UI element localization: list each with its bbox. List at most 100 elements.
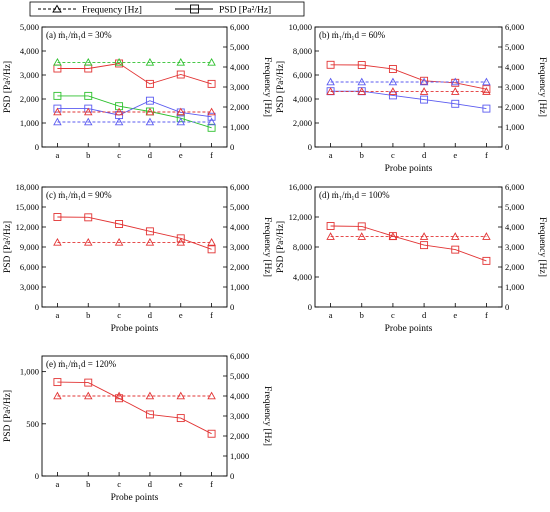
panel-title: (a) ṁ₁/ṁ₁d = 30%	[46, 30, 112, 40]
y2-axis-label: Frequency [Hz]	[262, 217, 272, 277]
x-tick-label: e	[179, 479, 183, 489]
y-tick-label: 1,000	[20, 118, 39, 128]
y2-tick-label: 4,000	[230, 391, 249, 401]
psd-point-marker	[357, 222, 366, 231]
x-tick-label: d	[422, 150, 427, 160]
psd-point-marker	[420, 95, 429, 104]
frequency-point-marker	[450, 77, 460, 86]
psd-point-marker	[420, 241, 429, 250]
y2-tick-label: 4,000	[505, 222, 524, 232]
psd-point-marker	[145, 227, 154, 236]
panel-title: (e) ṁ₁/ṁ₁d = 120%	[46, 359, 117, 369]
y2-tick-label: 2,000	[505, 102, 524, 112]
y-tick-label: 5,000	[20, 22, 39, 32]
plot-frame	[41, 26, 228, 148]
y-tick-label: 0	[308, 142, 312, 152]
x-tick-label: d	[148, 150, 153, 160]
psd-series-line	[330, 64, 487, 90]
psd-point-marker	[84, 378, 93, 387]
psd-series-line	[330, 225, 487, 262]
x-tick-label: a	[56, 310, 60, 320]
legend-box	[29, 1, 305, 17]
frequency-point-marker	[53, 391, 62, 400]
frequency-point-marker	[482, 87, 491, 95]
x-tick-label: a	[329, 150, 333, 160]
y2-tick-label: 6,000	[505, 22, 524, 32]
x-tick-label: c	[117, 310, 121, 320]
y2-axis-label: Frequency [Hz]	[537, 57, 547, 117]
y2-tick-label: 1,000	[230, 122, 249, 132]
frequency-point-marker	[482, 77, 491, 86]
x-axis-label: Probe points	[111, 324, 159, 334]
frequency-point-marker	[114, 57, 124, 66]
frequency-point-marker	[419, 77, 429, 86]
y-tick-label: 8,000	[293, 46, 312, 56]
y2-tick-label: 0	[505, 142, 509, 152]
y2-tick-label: 0	[230, 302, 234, 312]
x-tick-label: e	[179, 150, 183, 160]
y2-tick-label: 2,000	[230, 262, 249, 272]
y-tick-label: 18,000	[16, 182, 39, 192]
panel-4: 0 4,000 8,000 12,000 16,000 0 1,000 2,000 3,000 4…	[276, 182, 547, 334]
x-tick-label: b	[360, 310, 364, 320]
panel-3: 0 3,000 6,000 9,000 12,000 15,000 18,000 0 1,000…	[3, 182, 272, 334]
x-tick-label: d	[422, 310, 427, 320]
y2-tick-label: 1,000	[505, 122, 524, 132]
frequency-point-marker	[114, 237, 124, 246]
y2-tick-label: 3,000	[505, 242, 524, 252]
psd-point-marker	[84, 213, 93, 222]
y-tick-label: 0	[35, 302, 39, 312]
y-tick-label: 1,000	[20, 367, 39, 377]
psd-point-marker	[207, 123, 216, 132]
psd-point-marker	[420, 76, 429, 85]
psd-point-marker	[207, 79, 216, 88]
y2-tick-label: 6,000	[230, 22, 249, 32]
frequency-point-marker	[83, 117, 93, 126]
frequency-point-marker	[53, 107, 62, 116]
frequency-point-marker	[176, 391, 186, 400]
y-tick-label: 2,000	[293, 118, 312, 128]
frequency-point-marker	[53, 237, 62, 246]
frequency-point-marker	[176, 237, 186, 246]
frequency-point-marker	[388, 87, 398, 95]
y2-tick-label: 3,000	[230, 242, 249, 252]
y2-axis-label: Frequency [Hz]	[537, 217, 547, 277]
y-tick-label: 4,000	[293, 94, 312, 104]
y2-tick-label: 2,000	[230, 431, 249, 441]
psd-point-marker	[482, 104, 491, 113]
frequency-point-marker	[419, 232, 429, 240]
x-tick-label: a	[56, 150, 60, 160]
y-tick-label: 12,000	[289, 212, 312, 222]
plot-frame	[41, 355, 228, 477]
y-axis-label: PSD [Pa²/Hz]	[276, 61, 286, 113]
psd-point-marker	[388, 65, 397, 73]
y-tick-label: 9,000	[20, 242, 39, 252]
frequency-point-marker	[176, 107, 186, 116]
frequency-point-marker	[145, 391, 155, 400]
panel-2: 0 2,000 4,000 6,000 8,000 10,000 0 1,000 2,000 3,…	[276, 22, 547, 174]
y-tick-label: 10,000	[289, 22, 312, 32]
legend: Frequency [Hz] PSD [Pa²/Hz]	[29, 1, 305, 17]
panel-title: (c) ṁ₁/ṁ₁d = 90%	[46, 190, 112, 200]
psd-point-marker	[176, 234, 185, 243]
y2-tick-label: 0	[230, 471, 234, 481]
psd-point-marker	[207, 429, 216, 438]
y2-tick-label: 3,000	[505, 82, 524, 92]
frequency-point-marker	[207, 107, 216, 116]
y2-tick-label: 1,000	[505, 282, 524, 292]
plot-frame	[41, 186, 228, 308]
frequency-point-marker	[145, 237, 155, 246]
psd-point-marker	[207, 112, 216, 121]
y2-tick-label: 5,000	[230, 202, 249, 212]
y-tick-label: 4,000	[293, 272, 312, 282]
psd-point-marker	[482, 256, 491, 265]
y2-tick-label: 2,000	[230, 102, 249, 112]
y2-tick-label: 0	[505, 302, 509, 312]
frequency-point-marker	[145, 117, 155, 126]
psd-series-line	[330, 90, 487, 110]
psd-point-marker	[176, 70, 185, 79]
psd-point-marker	[145, 79, 154, 88]
y-tick-label: 12,000	[16, 222, 39, 232]
x-tick-label: f	[210, 310, 213, 320]
x-tick-label: f	[210, 479, 213, 489]
